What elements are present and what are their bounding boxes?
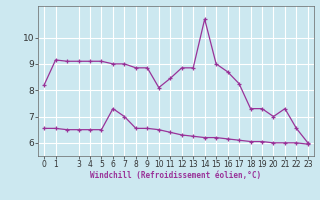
X-axis label: Windchill (Refroidissement éolien,°C): Windchill (Refroidissement éolien,°C) [91, 171, 261, 180]
